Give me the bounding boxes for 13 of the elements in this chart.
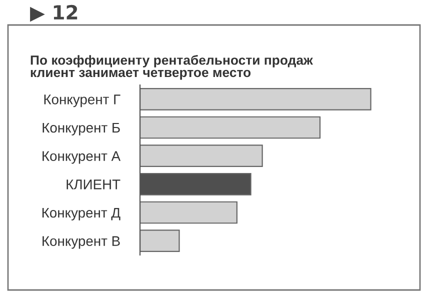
bar [140, 116, 321, 139]
text: ▶ 12 [30, 4, 78, 22]
y-tick-label: КЛИЕНТ [66, 180, 120, 190]
bar [140, 88, 372, 110]
y-tick-label: Конкурент Б [42, 122, 120, 136]
y-tick-label: Конкурент Г [44, 94, 120, 108]
bar [140, 230, 180, 252]
chart-title: По коэффициенту рентабельности продаж клиент занимает четвертое место [30, 55, 313, 80]
bar [140, 144, 263, 168]
y-tick-label: Конкурент Д [42, 208, 120, 220]
y-tick-label: Конкурент А [42, 151, 121, 164]
y-tick-label: Конкурент В [42, 236, 120, 249]
bar [140, 201, 238, 224]
